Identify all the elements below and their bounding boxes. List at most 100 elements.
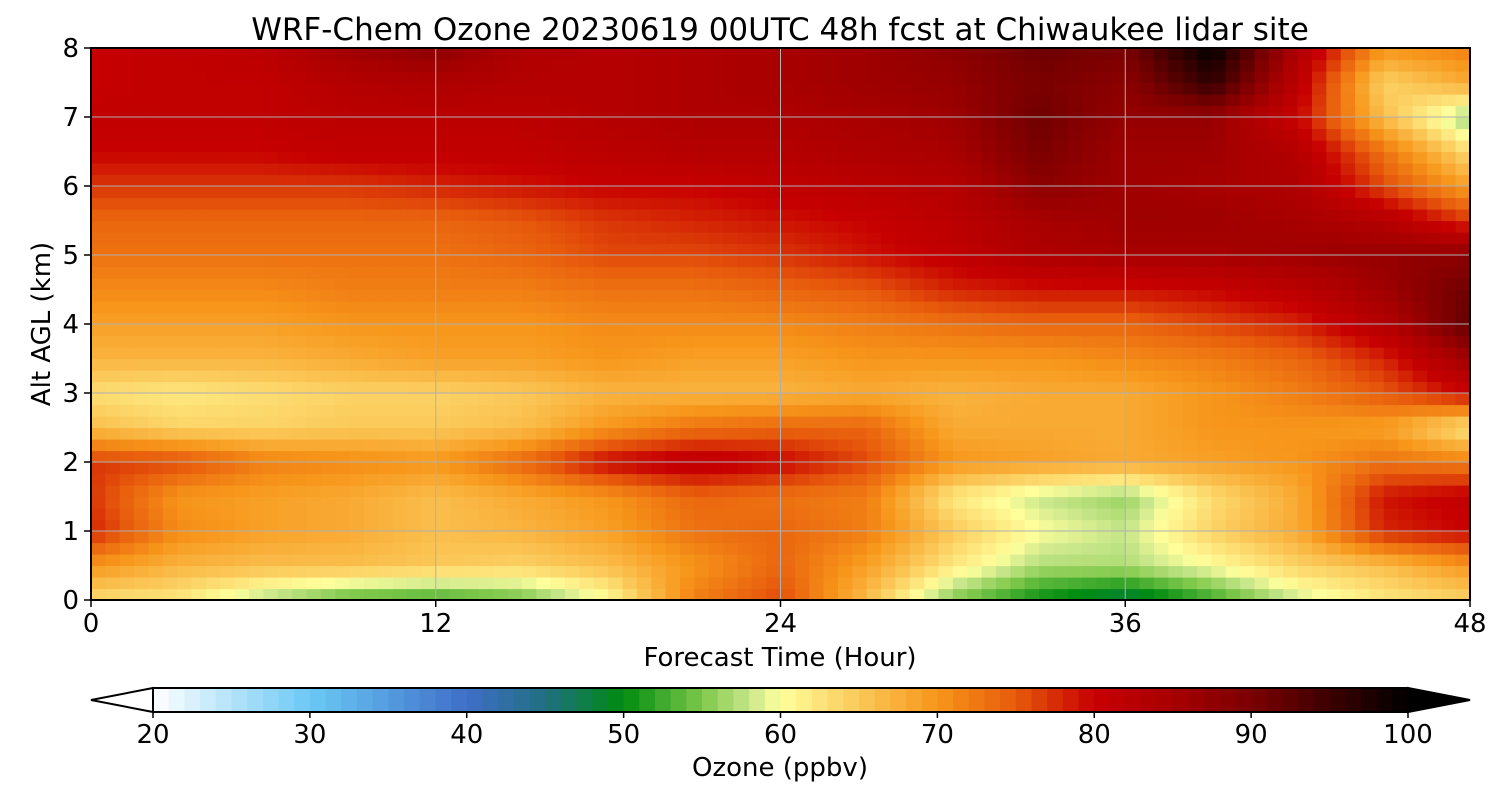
heatmap-cell	[766, 381, 782, 394]
heatmap-cell	[191, 255, 207, 268]
heatmap-cell	[881, 588, 897, 601]
heatmap-cell	[608, 94, 624, 107]
heatmap-cell	[593, 232, 609, 245]
heatmap-cell	[464, 427, 480, 440]
heatmap-cell	[521, 197, 537, 210]
heatmap-cell	[1398, 358, 1414, 371]
heatmap-cell	[435, 151, 451, 164]
heatmap-cell	[521, 485, 537, 498]
heatmap-cell	[579, 542, 595, 555]
heatmap-cell	[737, 128, 753, 141]
heatmap-cell	[981, 105, 997, 118]
heatmap-cell	[622, 105, 638, 118]
heatmap-cell	[1268, 565, 1284, 578]
heatmap-cell	[651, 278, 667, 291]
heatmap-cell	[622, 278, 638, 291]
heatmap-cell	[1412, 577, 1428, 590]
heatmap-cell	[536, 48, 552, 61]
heatmap-cell	[1383, 347, 1399, 360]
heatmap-cell	[938, 128, 954, 141]
heatmap-cell	[1153, 48, 1169, 61]
heatmap-cell	[665, 462, 681, 475]
y-tick-label: 8	[62, 34, 79, 64]
heatmap-cell	[1110, 59, 1126, 72]
heatmap-cell	[1096, 370, 1112, 383]
heatmap-cell	[1340, 485, 1356, 498]
heatmap-cell	[1067, 232, 1083, 245]
heatmap-cell	[1326, 105, 1342, 118]
heatmap-cell	[1268, 519, 1284, 532]
heatmap-cell	[1441, 565, 1457, 578]
heatmap-cell	[608, 496, 624, 509]
heatmap-cell	[550, 197, 566, 210]
heatmap-cell	[1024, 427, 1040, 440]
heatmap-cell	[737, 59, 753, 72]
heatmap-cell	[837, 117, 853, 130]
heatmap-cell	[967, 358, 983, 371]
heatmap-cell	[392, 416, 408, 429]
heatmap-cell	[134, 220, 150, 233]
colorbar-swatch	[1125, 688, 1142, 712]
heatmap-cell	[1024, 163, 1040, 176]
heatmap-cell	[1010, 82, 1026, 95]
heatmap-cell	[665, 577, 681, 590]
heatmap-cell	[665, 82, 681, 95]
heatmap-cell	[593, 324, 609, 337]
heatmap-cell	[1197, 381, 1213, 394]
heatmap-cell	[191, 393, 207, 406]
heatmap-cell	[837, 220, 853, 233]
heatmap-cell	[1326, 370, 1342, 383]
heatmap-cell	[1398, 312, 1414, 325]
heatmap-cell	[952, 496, 968, 509]
heatmap-cell	[234, 151, 250, 164]
heatmap-cell	[134, 404, 150, 417]
heatmap-cell	[823, 370, 839, 383]
heatmap-cell	[809, 94, 825, 107]
heatmap-cell	[1412, 266, 1428, 279]
heatmap-cell	[1369, 462, 1385, 475]
heatmap-cell	[1225, 140, 1241, 153]
heatmap-cell	[794, 209, 810, 222]
heatmap-cell	[249, 266, 264, 279]
heatmap-cell	[794, 266, 810, 279]
heatmap-cell	[924, 71, 940, 84]
heatmap-cell	[794, 174, 810, 187]
heatmap-cell	[651, 140, 667, 153]
heatmap-cell	[823, 393, 839, 406]
heatmap-cell	[263, 289, 279, 302]
heatmap-cell	[1383, 519, 1399, 532]
heatmap-cell	[1010, 255, 1026, 268]
heatmap-cell	[938, 82, 954, 95]
heatmap-cell	[335, 48, 351, 61]
heatmap-cell	[478, 243, 494, 256]
heatmap-cell	[177, 335, 193, 348]
heatmap-cell	[91, 94, 106, 107]
heatmap-cell	[794, 278, 810, 291]
heatmap-cell	[378, 174, 394, 187]
heatmap-cell	[1268, 588, 1284, 601]
heatmap-cell	[565, 128, 580, 141]
heatmap-cell	[1383, 496, 1399, 509]
heatmap-cell	[378, 220, 394, 233]
heatmap-cell	[694, 335, 710, 348]
heatmap-cell	[1355, 324, 1371, 337]
heatmap-cell	[392, 462, 408, 475]
heatmap-cell	[1168, 381, 1184, 394]
heatmap-cell	[881, 301, 897, 314]
heatmap-cell	[349, 186, 365, 199]
heatmap-cell	[1297, 312, 1313, 325]
heatmap-cell	[967, 496, 983, 509]
heatmap-cell	[1067, 404, 1083, 417]
heatmap-cell	[407, 462, 422, 475]
heatmap-cell	[1168, 301, 1184, 314]
heatmap-cell	[636, 335, 652, 348]
heatmap-cell	[924, 404, 940, 417]
heatmap-cell	[177, 439, 193, 452]
heatmap-cell	[1197, 174, 1213, 187]
heatmap-cell	[608, 289, 624, 302]
heatmap-cell	[1398, 324, 1414, 337]
heatmap-cell	[1398, 82, 1414, 95]
heatmap-cell	[1039, 266, 1055, 279]
heatmap-cell	[565, 151, 580, 164]
heatmap-cell	[162, 174, 178, 187]
